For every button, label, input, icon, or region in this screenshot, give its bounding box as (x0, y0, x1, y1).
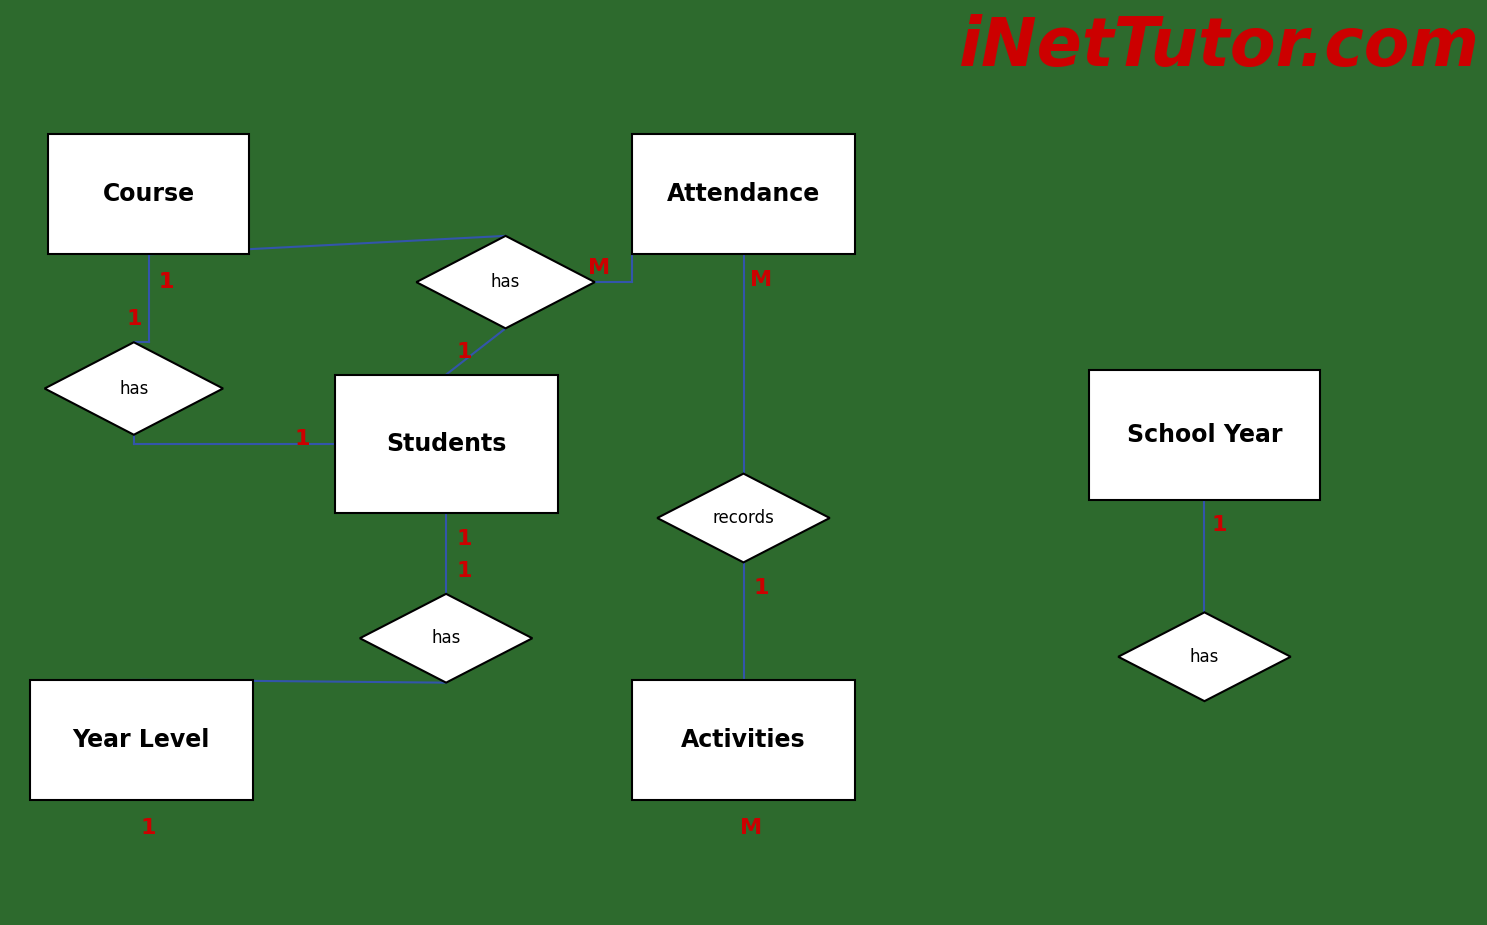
Text: 1: 1 (294, 429, 309, 450)
FancyBboxPatch shape (30, 680, 253, 800)
FancyBboxPatch shape (335, 375, 558, 513)
Text: records: records (712, 509, 775, 527)
Text: has: has (1190, 648, 1219, 666)
Text: Course: Course (103, 182, 195, 206)
Text: 1: 1 (159, 272, 174, 292)
Text: 1: 1 (141, 818, 156, 838)
Text: 1: 1 (457, 341, 471, 362)
FancyBboxPatch shape (1088, 370, 1320, 500)
Text: has: has (431, 629, 461, 647)
Text: 1: 1 (754, 578, 769, 598)
Text: M: M (751, 270, 772, 290)
Text: has: has (491, 273, 520, 291)
Text: M: M (741, 818, 761, 838)
Text: 1: 1 (457, 529, 471, 549)
FancyBboxPatch shape (48, 134, 250, 254)
Polygon shape (45, 342, 223, 435)
Text: Attendance: Attendance (666, 182, 821, 206)
Text: 1: 1 (159, 272, 174, 292)
Text: Activities: Activities (681, 728, 806, 752)
Text: Students: Students (387, 432, 506, 456)
Text: School Year: School Year (1127, 423, 1282, 447)
Text: Year Level: Year Level (73, 728, 210, 752)
Polygon shape (360, 594, 532, 683)
Polygon shape (416, 236, 595, 328)
Text: has: has (119, 379, 149, 398)
Polygon shape (1118, 612, 1291, 701)
Polygon shape (657, 474, 830, 562)
Text: M: M (589, 258, 610, 278)
Text: 1: 1 (1212, 515, 1227, 536)
Text: 1: 1 (126, 309, 141, 329)
Text: iNetTutor.com: iNetTutor.com (959, 14, 1480, 80)
FancyBboxPatch shape (632, 134, 855, 254)
Text: 1: 1 (457, 561, 471, 581)
FancyBboxPatch shape (632, 680, 855, 800)
